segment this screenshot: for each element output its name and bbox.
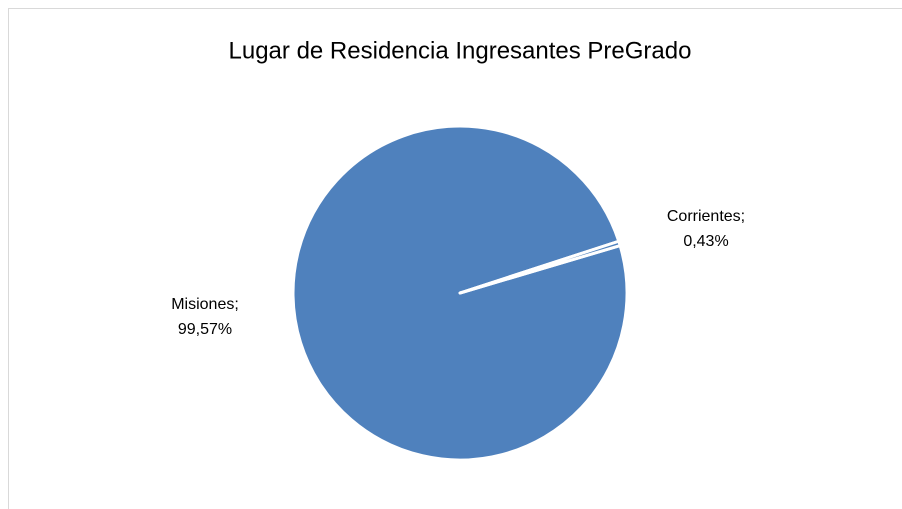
chart-title: Lugar de Residencia Ingresantes PreGrado: [229, 37, 692, 64]
category-name: Misiones: [171, 296, 234, 313]
data-label-value: 0,43%: [683, 233, 728, 250]
data-label-name: Corrientes;: [667, 208, 745, 225]
data-label-name: Misiones;: [171, 296, 239, 313]
label-separator: ;: [741, 208, 745, 225]
data-label-value: 99,57%: [178, 321, 232, 338]
category-name: Corrientes: [667, 208, 741, 225]
pie-slice: [458, 239, 622, 295]
label-separator: ;: [234, 296, 238, 313]
